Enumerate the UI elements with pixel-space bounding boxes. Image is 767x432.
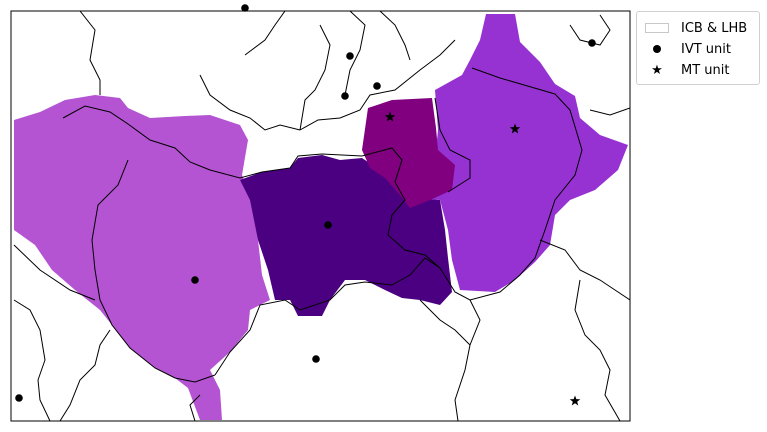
legend-label-mt: MT unit (681, 62, 730, 78)
map-content (13, 11, 630, 421)
legend-item-mt: ★ MT unit (645, 60, 729, 80)
ivt-unit-marker (588, 39, 596, 47)
icb-lhb-boundaries (13, 11, 630, 421)
ivt-unit-marker (312, 355, 320, 363)
ivt-unit-marker (324, 221, 332, 229)
legend-item-boundary: ICB & LHB (645, 18, 747, 38)
ivt-unit-marker (341, 92, 349, 100)
mt-unit-marker (509, 123, 521, 134)
ivt-unit-marker (373, 82, 381, 90)
ivt-unit-marker (241, 4, 249, 12)
ivt-markers (15, 4, 596, 402)
mt-markers (384, 111, 581, 406)
region-east-medium (420, 14, 628, 292)
ivt-unit-marker (15, 394, 23, 402)
legend-label-ivt: IVT unit (681, 41, 731, 57)
region-west-light (14, 95, 270, 420)
legend-label-boundary: ICB & LHB (681, 20, 748, 36)
map-frame (10, 10, 631, 422)
star-marker-icon: ★ (651, 62, 663, 78)
map-legend: ICB & LHB IVT unit ★ MT unit (636, 11, 760, 85)
ivt-unit-marker (191, 276, 199, 284)
region-north-crimson (362, 98, 455, 208)
region-central-dark (240, 155, 452, 316)
ivt-unit-marker (346, 52, 354, 60)
mt-unit-marker (384, 111, 396, 122)
mt-unit-marker (569, 395, 581, 406)
legend-item-ivt: IVT unit (645, 39, 731, 59)
boundary-swatch (645, 23, 669, 33)
circle-marker-icon (645, 45, 669, 53)
